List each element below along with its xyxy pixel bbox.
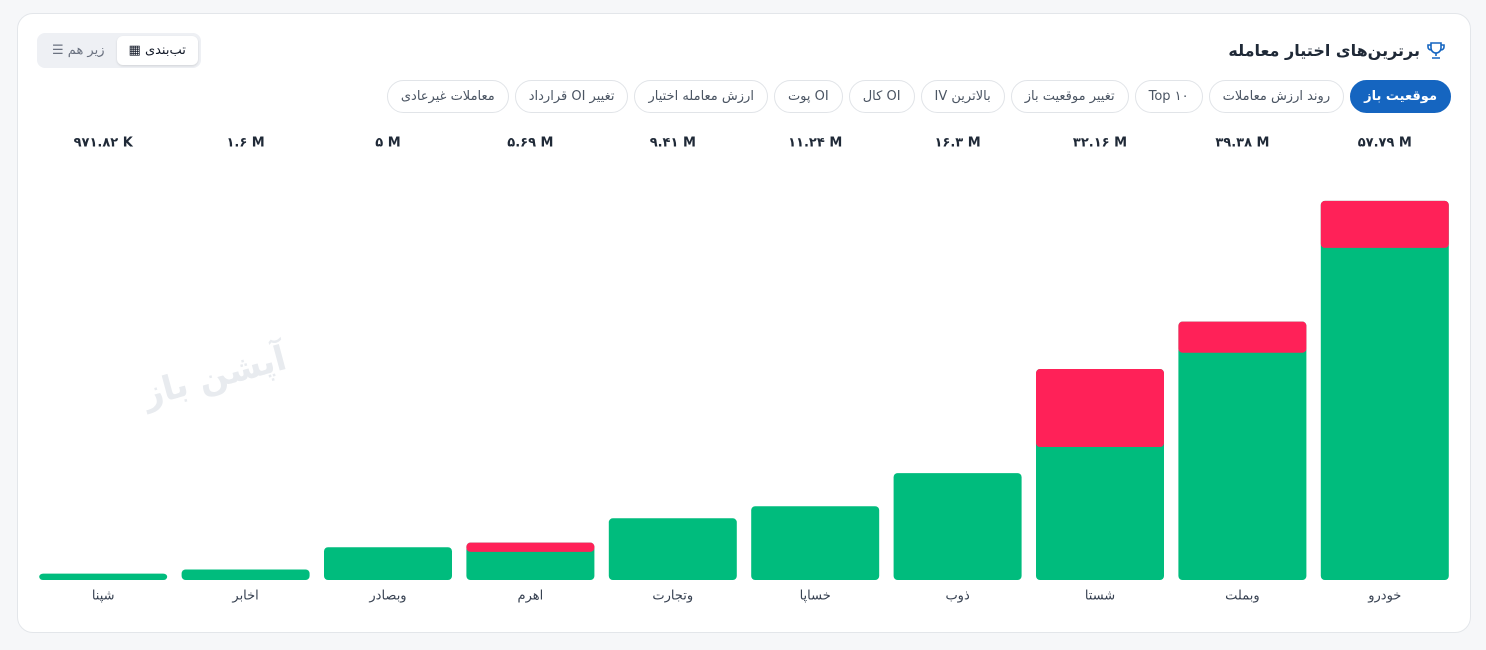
bar — [324, 547, 452, 580]
category-label: شپنا — [92, 589, 115, 604]
category-label: خودرو — [1367, 589, 1401, 604]
toggle-label: زیر هم — [67, 43, 105, 58]
tab[interactable]: OI کال — [848, 80, 915, 113]
bar-top-segment — [1320, 200, 1449, 248]
bar-top-segment — [1178, 321, 1307, 353]
tab[interactable]: موقعیت باز — [1350, 80, 1451, 113]
tab[interactable]: معاملات غیرعادی — [386, 80, 509, 113]
category-label: اخابر — [231, 589, 258, 604]
bar — [893, 473, 1022, 580]
tabs: موقعیت باز روند ارزش معاملات Top ۱۰ تغییر م… — [386, 80, 1451, 113]
tab[interactable]: Top ۱۰ — [1134, 80, 1203, 113]
toggle-tabbed[interactable]: تب‌بندی ▦ — [116, 36, 198, 65]
tab[interactable]: بالاترین IV — [920, 80, 1005, 113]
toggle-stacked[interactable]: زیر هم ☰ — [52, 43, 105, 58]
category-label: ذوب — [945, 589, 970, 604]
tab[interactable]: ارزش معامله اختیار — [634, 80, 768, 113]
value-label: ۵۷.۷۹ M — [1358, 136, 1412, 151]
bar — [39, 573, 168, 580]
value-label: ۵ M — [375, 136, 400, 151]
tab[interactable]: روند ارزش معاملات — [1208, 80, 1345, 113]
bar-top-segment — [466, 542, 595, 552]
value-label: ۱۶.۳ M — [934, 136, 980, 151]
trophy-icon — [1427, 42, 1445, 59]
category-label: خساپا — [800, 589, 831, 604]
bar-top-segment — [1036, 369, 1164, 448]
category-label: وبصادر — [368, 589, 406, 604]
category-label: شستا — [1085, 589, 1115, 604]
bar — [1178, 321, 1307, 580]
watermark: آپشن باز — [136, 336, 292, 415]
tab[interactable]: تغییر OI قرارداد — [514, 80, 629, 113]
bar — [181, 569, 310, 580]
title: برترین‌های اختیار معامله — [1228, 40, 1420, 60]
tab[interactable]: تغییر موقعیت باز — [1010, 80, 1129, 113]
value-label: ۱۱.۲۴ M — [788, 136, 842, 151]
value-label: ۹.۴۱ M — [650, 136, 696, 151]
toggle-label: تب‌بندی — [144, 43, 186, 58]
bar — [751, 506, 880, 580]
bar — [608, 518, 737, 580]
category-label: اهرم — [518, 589, 544, 604]
category-label: وبملت — [1225, 589, 1259, 604]
value-label: ۱.۶ M — [226, 136, 264, 151]
view-toggle: تب‌بندی ▦ زیر هم ☰ — [37, 33, 201, 68]
bar — [466, 542, 595, 580]
value-label: ۵.۶۹ M — [507, 136, 553, 151]
value-label: ۳۲.۱۶ M — [1073, 136, 1127, 151]
category-label: وتجارت — [652, 589, 693, 604]
value-label: ۹۷۱.۸۲ K — [74, 136, 134, 151]
tab[interactable]: OI پوت — [773, 80, 843, 113]
value-label: ۳۹.۳۸ M — [1215, 136, 1269, 151]
bar — [1320, 200, 1449, 581]
header: برترین‌های اختیار معامله — [1228, 40, 1446, 60]
